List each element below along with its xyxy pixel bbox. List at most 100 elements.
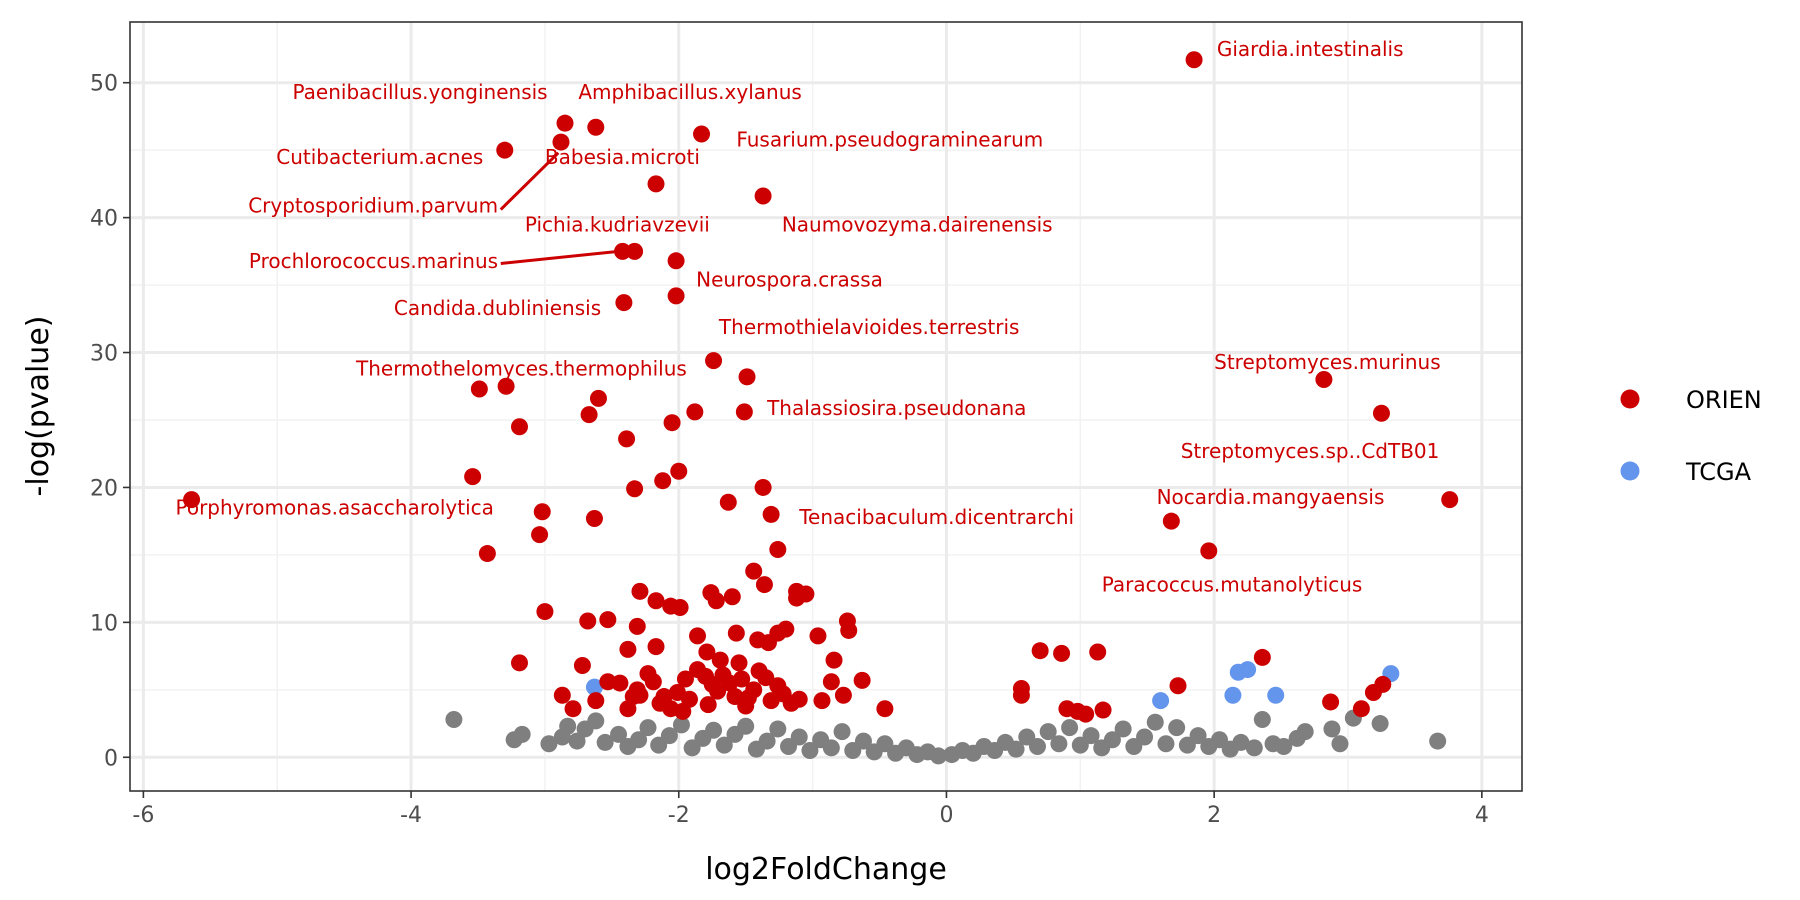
y-tick-label: 20 <box>90 476 118 501</box>
data-point-ns <box>587 712 605 730</box>
point-label: Thermothielavioides.terrestris <box>718 315 1020 339</box>
data-point-ns <box>568 732 586 750</box>
data-point-orien <box>1315 371 1333 389</box>
data-point-orien <box>564 700 582 718</box>
data-point-ns <box>639 719 657 737</box>
data-point-orien <box>497 377 515 395</box>
y-tick-label: 30 <box>90 342 118 367</box>
data-point-orien <box>840 621 858 639</box>
data-point-orien <box>745 562 763 580</box>
data-point-orien <box>552 133 570 151</box>
y-tick-label: 40 <box>90 207 118 232</box>
data-point-orien <box>619 640 637 658</box>
data-point-orien <box>631 582 649 600</box>
data-point-ns <box>715 736 733 754</box>
data-point-ns <box>1061 719 1079 737</box>
data-point-orien <box>705 352 723 370</box>
data-point-orien <box>723 588 741 606</box>
data-point-ns <box>1429 732 1447 750</box>
data-point-orien <box>585 509 603 527</box>
data-point-ns <box>1007 740 1025 758</box>
data-point-orien <box>478 545 496 563</box>
data-point-orien <box>1094 701 1112 719</box>
data-point-tcga <box>585 678 603 696</box>
data-point-orien <box>631 686 649 704</box>
y-tick-label: 10 <box>90 611 118 636</box>
point-label: Neurospora.crassa <box>696 268 883 292</box>
data-point-orien <box>599 611 617 629</box>
point-label: Babesia.microti <box>545 145 700 169</box>
data-point-orien <box>510 418 528 436</box>
data-point-orien <box>670 462 688 480</box>
data-point-orien <box>587 692 605 710</box>
data-point-orien <box>754 187 772 205</box>
data-point-ns <box>1189 727 1207 745</box>
data-point-orien <box>615 294 633 312</box>
point-label: Pichia.kudriavzevii <box>525 212 710 236</box>
data-point-orien <box>693 125 711 143</box>
data-point-orien <box>580 406 598 424</box>
data-point-ns <box>540 735 558 753</box>
data-point-ns <box>1146 713 1164 731</box>
data-point-tcga <box>1152 692 1170 710</box>
data-point-ns <box>1157 735 1175 753</box>
data-point-orien <box>711 651 729 669</box>
data-point-ns <box>445 710 463 728</box>
data-point-orien <box>762 505 780 523</box>
data-point-ns <box>801 742 819 760</box>
data-point-orien <box>686 403 704 421</box>
data-point-orien <box>1185 51 1203 69</box>
data-point-orien <box>1441 491 1459 509</box>
data-point-ns <box>1371 715 1389 733</box>
point-label: Candida.dubliniensis <box>394 296 601 320</box>
data-point-orien <box>755 576 773 594</box>
label-leader-line <box>499 151 560 211</box>
point-labels: Giardia.intestinalis Paenibacillus.yongin… <box>176 37 1441 597</box>
data-point-orien <box>1162 512 1180 530</box>
data-point-orien <box>1374 675 1392 693</box>
data-point-orien <box>674 702 692 720</box>
data-point-orien <box>822 673 840 691</box>
data-point-orien <box>496 141 514 159</box>
point-label: Cutibacterium.acnes <box>276 145 483 169</box>
point-label: Thalassiosira.pseudonana <box>766 396 1026 420</box>
data-point-ns <box>1028 737 1046 755</box>
data-point-orien <box>183 491 201 509</box>
data-point-orien <box>730 654 748 672</box>
data-point-orien <box>735 403 753 421</box>
data-point-ns <box>790 728 808 746</box>
data-point-tcga <box>1224 686 1242 704</box>
data-point-orien <box>699 696 717 714</box>
data-point-orien <box>1169 677 1187 695</box>
data-point-ns <box>630 731 648 749</box>
x-axis-title: log2FoldChange <box>705 852 947 887</box>
y-tick-label: 50 <box>90 72 118 97</box>
data-point-orien <box>676 670 694 688</box>
data-point-orien <box>556 114 574 132</box>
point-label: Streptomyces.sp..CdTB01 <box>1181 439 1440 463</box>
data-point-ns <box>1050 735 1068 753</box>
data-point-orien <box>644 673 662 691</box>
data-point-orien <box>626 242 644 260</box>
point-label: Giardia.intestinalis <box>1217 37 1404 61</box>
data-point-ns <box>660 727 678 745</box>
data-point-ns <box>1168 719 1186 737</box>
data-point-orien <box>647 175 665 193</box>
data-point-ns <box>929 747 947 765</box>
data-point-orien <box>510 654 528 672</box>
data-point-orien <box>825 651 843 669</box>
data-point-orien <box>689 627 707 645</box>
y-axis-title: -log(pvalue) <box>21 316 56 497</box>
data-point-ns <box>1253 710 1271 728</box>
data-point-orien <box>614 242 632 260</box>
data-point-orien <box>757 669 775 687</box>
label-leader-lines <box>499 151 619 265</box>
data-point-orien <box>1012 679 1030 697</box>
data-point-orien <box>667 252 685 270</box>
legend-key-tcga <box>1620 461 1640 481</box>
data-point-ns <box>769 720 787 738</box>
point-label: Streptomyces.murinus <box>1214 350 1441 374</box>
x-tick-label: 2 <box>1207 803 1221 828</box>
data-point-orien <box>628 617 646 635</box>
